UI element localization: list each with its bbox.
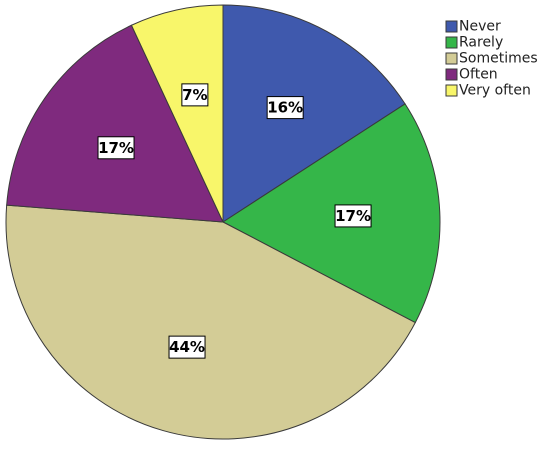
data-label-text: 17% [98,139,134,157]
pie-slices [5,4,441,440]
data-label-box [168,335,206,359]
data-label-box [334,204,372,228]
data-label-never: 16% [266,96,304,120]
slice-sometimes [5,204,416,440]
data-label-rarely: 17% [334,204,372,228]
data-label-box [181,83,209,107]
legend-swatch [445,68,458,81]
legend-label: Sometimes [459,51,538,67]
data-label-text: 44% [169,338,205,356]
legend-item-rarely: Rarely [445,35,503,51]
data-label-box [97,136,135,160]
data-label-very-often: 7% [181,83,209,107]
legend-swatch [445,52,458,65]
legend-item-never: Never [445,19,501,35]
pie-data-labels: 16% 17% 44% 17% 7% [97,83,372,359]
legend-label: Often [459,67,498,83]
data-label-sometimes: 44% [168,335,206,359]
legend-item-sometimes: Sometimes [445,51,538,67]
legend-item-very-often: Very often [445,83,531,99]
legend-item-often: Often [445,67,498,83]
legend-label: Never [459,19,501,35]
legend-swatch [445,84,458,97]
legend-label: Very often [459,83,531,99]
slice-never [222,4,406,223]
slice-often [6,24,224,223]
data-label-text: 16% [267,99,303,117]
data-label-often: 17% [97,136,135,160]
legend-label: Rarely [459,35,503,51]
legend-swatch [445,20,458,33]
data-label-text: 17% [335,207,371,225]
legend-swatch [445,36,458,49]
data-label-box [266,96,304,120]
data-label-text: 7% [182,86,207,104]
slice-rarely [222,103,441,324]
slice-very-often [130,4,224,223]
